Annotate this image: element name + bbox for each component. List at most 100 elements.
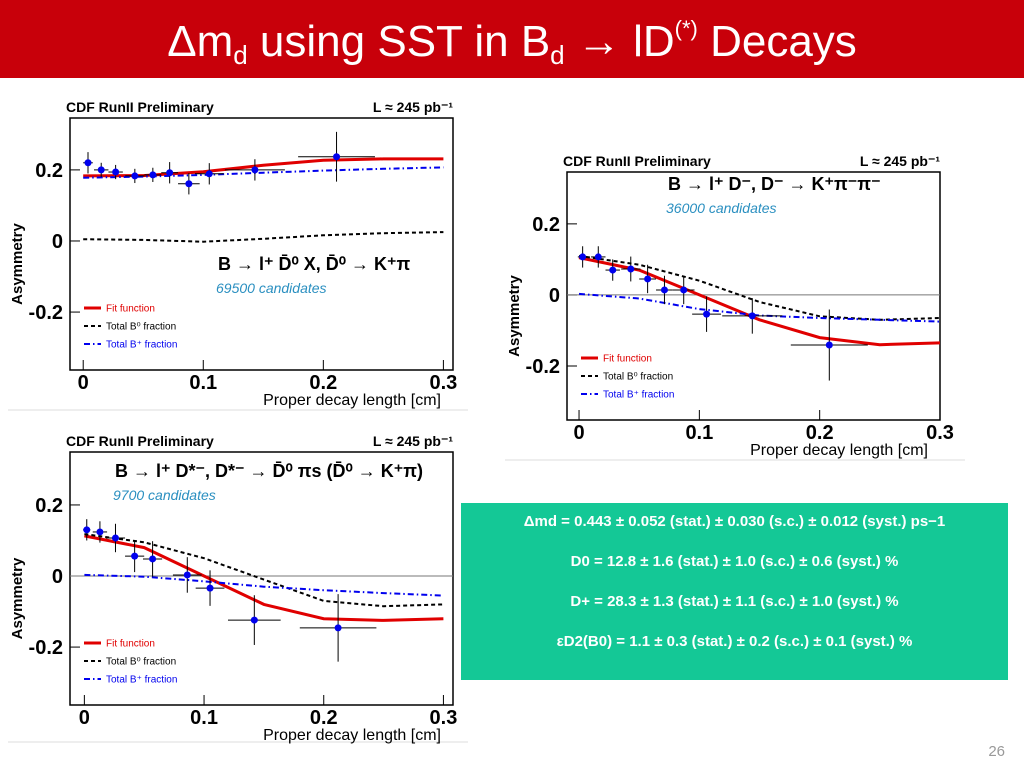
plot-frame: [69, 451, 454, 706]
data-point: [83, 526, 91, 534]
data-point: [166, 169, 174, 177]
x-tick-label: 0: [78, 372, 89, 394]
data-point: [206, 584, 214, 592]
chart-header: CDF RunII Preliminary: [563, 153, 711, 169]
legend-label: Fit function: [106, 304, 155, 315]
result-line: Δmd = 0.443 ± 0.052 (stat.) ± 0.030 (s.c…: [523, 513, 946, 530]
y-axis-label: Asymmetry: [506, 274, 523, 356]
x-tick-label: 0.1: [190, 707, 218, 729]
candidates: 36000 candidates: [666, 200, 777, 216]
data-point: [111, 534, 119, 542]
candidates: 9700 candidates: [113, 487, 216, 503]
data-point: [183, 571, 191, 579]
decay-label: B → l⁺ D*⁻, D*⁻ → D̄⁰ πs (D̄⁰ → K⁺π): [115, 461, 423, 481]
y-tick-label: 0.2: [35, 160, 63, 182]
x-axis-label: Proper decay length [cm]: [750, 442, 928, 459]
y-tick-label: -0.2: [29, 637, 63, 659]
data-point: [825, 341, 833, 349]
legend-label: Total B⁺ fraction: [603, 390, 674, 401]
legend-label: Total B⁺ fraction: [106, 340, 177, 351]
y-tick-label: 0: [52, 566, 63, 588]
y-tick-label: 0: [52, 231, 63, 253]
curve: [83, 231, 444, 243]
data-point: [627, 265, 635, 273]
decay-label: B → l⁺ D⁻, D⁻ → K⁺π⁻π⁻: [668, 174, 881, 194]
y-tick-label: -0.2: [29, 302, 63, 324]
legend-label: Fit function: [106, 639, 155, 650]
luminosity: L ≈ 245 pb⁻¹: [860, 153, 941, 169]
data-point: [644, 275, 652, 283]
plot-frame: [69, 117, 454, 371]
candidates: 69500 candidates: [216, 280, 327, 296]
result-line: D+ = 28.3 ± 1.3 (stat.) ± 1.1 (s.c.) ± 1…: [570, 593, 899, 610]
y-axis-label: Asymmetry: [9, 557, 26, 639]
title-sub: d: [233, 40, 247, 70]
curve: [578, 292, 941, 323]
data-point: [185, 180, 193, 188]
x-axis-label: Proper decay length [cm]: [263, 392, 441, 409]
legend-label: Total B⁰ fraction: [106, 657, 176, 668]
x-tick-label: 0.1: [685, 422, 713, 444]
curve: [84, 533, 444, 608]
title-sub: d: [550, 40, 564, 70]
result-line: D0 = 12.8 ± 1.6 (stat.) ± 1.0 (s.c.) ± 0…: [570, 553, 899, 570]
title-part: Δm: [167, 17, 233, 66]
curve: [578, 254, 941, 321]
y-tick-label: 0: [549, 285, 560, 307]
legend-label: Fit function: [603, 354, 652, 365]
data-point: [660, 286, 668, 294]
data-point: [334, 624, 342, 632]
legend-label: Total B⁺ fraction: [106, 675, 177, 686]
chart-header: CDF RunII Preliminary: [66, 433, 214, 449]
data-point: [748, 312, 756, 320]
result-line: εD2(B0) = 1.1 ± 0.3 (stat.) ± 0.2 (s.c.)…: [556, 633, 913, 650]
data-point: [680, 286, 688, 294]
chart-header: CDF RunII Preliminary: [66, 99, 214, 115]
data-point: [251, 166, 259, 174]
plot-frame: [566, 171, 941, 421]
data-point: [703, 310, 711, 318]
x-tick-label: 0.3: [430, 707, 458, 729]
data-point: [84, 159, 92, 167]
luminosity: L ≈ 245 pb⁻¹: [373, 99, 454, 115]
x-tick-label: 0.3: [429, 372, 457, 394]
data-point: [609, 266, 617, 274]
slide-title: Δmd using SST in Bd → lD(*) Decays: [167, 16, 857, 70]
title-part: → lD: [565, 17, 675, 66]
luminosity: L ≈ 245 pb⁻¹: [373, 433, 454, 449]
results-box: Δmd = 0.443 ± 0.052 (stat.) ± 0.030 (s.c…: [461, 503, 1008, 680]
curve: [84, 534, 444, 622]
legend-label: Total B⁰ fraction: [106, 322, 176, 333]
title-sup: (*): [675, 16, 698, 41]
data-point: [250, 616, 258, 624]
data-point: [149, 555, 157, 563]
x-tick-label: 0.3: [926, 422, 954, 444]
y-tick-label: -0.2: [526, 356, 560, 378]
legend-label: Total B⁰ fraction: [603, 372, 673, 383]
x-tick-label: 0.2: [310, 707, 338, 729]
data-point: [149, 171, 157, 179]
data-point: [205, 170, 213, 178]
data-point: [97, 166, 105, 174]
y-axis-label: Asymmetry: [9, 222, 26, 304]
x-tick-label: 0: [573, 422, 584, 444]
curve: [84, 573, 444, 597]
title-part: Decays: [698, 17, 857, 66]
data-point: [96, 528, 104, 536]
data-point: [333, 153, 341, 161]
x-tick-label: 0.2: [806, 422, 834, 444]
curve: [578, 256, 941, 347]
x-axis-label: Proper decay length [cm]: [263, 727, 441, 744]
data-point: [112, 168, 120, 176]
data-point: [131, 172, 139, 180]
title-part: using SST in B: [248, 17, 550, 66]
page-number: 26: [988, 743, 1005, 760]
x-tick-label: 0.1: [189, 372, 217, 394]
curve: [83, 166, 444, 179]
title-bar: [0, 0, 1024, 78]
y-tick-label: 0.2: [532, 214, 560, 236]
x-tick-label: 0: [79, 707, 90, 729]
x-tick-label: 0.2: [309, 372, 337, 394]
